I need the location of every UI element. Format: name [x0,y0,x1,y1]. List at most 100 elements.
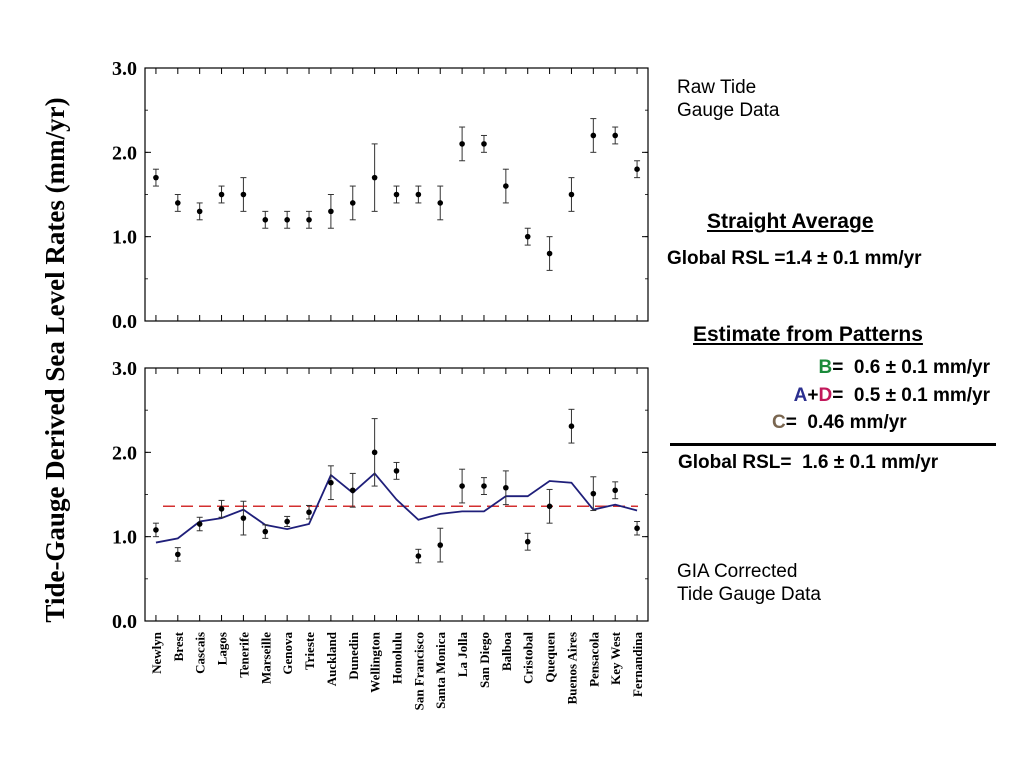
pattern-ad-eq: = [832,385,844,406]
bottom-ytick-label: 2.0 [112,442,137,464]
category-label: Honolulu [390,632,405,684]
bottom-data-point [328,479,334,486]
top-data-point [284,217,290,223]
gia-note-line1: GIA Corrected [677,561,798,582]
top-data-point [612,132,618,139]
gia-corrected-note: GIA Corrected Tide Gauge Data [677,560,821,606]
global-rsl-value: 1.4 ± 0.1 mm/yr [785,248,922,269]
bottom-data-point [437,542,444,548]
top-ytick-label: 0.0 [112,311,137,333]
top-data-point [349,200,356,206]
top-data-point [196,208,203,215]
bottom-data-point [240,515,247,521]
top-data-point [503,183,509,189]
pattern-b-row: B= 0.6 ± 0.1 mm/yr [818,357,990,379]
bottom-data-point [175,551,181,558]
global-rsl-label: Global RSL = [667,248,786,269]
top-data-point [371,174,378,181]
top-data-point [306,217,312,223]
pattern-b-letter: B [818,357,833,378]
bottom-data-point [415,553,422,559]
pattern-c-letter: C [772,412,786,433]
bottom-ytick-label: 3.0 [112,358,137,380]
bottom-ytick-label: 0.0 [112,611,137,633]
category-label: Cristobal [521,632,536,684]
category-label: Auckland [324,631,339,686]
bottom-data-point [546,503,553,510]
top-data-point [415,191,422,198]
bottom-data-point [306,509,312,516]
category-label: San Francisco [411,632,426,710]
bottom-panel: 0.0 1.0 2.0 3.0 [112,358,649,633]
top-data-point [262,217,269,223]
bottom-plot-frame [144,367,649,622]
category-label: Santa Monica [433,632,448,709]
category-label: Newlyn [149,631,164,674]
category-label: Quequen [543,631,558,682]
pattern-c-row: C= 0.46 mm/yr [772,412,907,434]
straight-average-heading: Straight Average [707,210,874,233]
bottom-data-point [218,506,225,512]
top-panel: 0.0 1.0 2.0 3.0 [112,58,649,333]
category-label: Tenerife [236,632,251,678]
bottom-data-point [262,528,269,535]
top-ytick-label: 2.0 [112,142,137,164]
sum-divider [670,443,996,446]
top-data-point [459,141,465,147]
pattern-global-value: 1.6 ± 0.1 mm/yr [802,452,939,473]
bottom-data-point [393,468,400,474]
pattern-plus: + [807,385,819,406]
bottom-data-point [153,527,159,533]
bottom-data-point [196,521,203,527]
raw-note-line1: Raw Tide [677,77,757,98]
top-data-point [546,250,553,257]
bottom-data-point [524,538,531,545]
top-data-point [218,191,225,198]
top-data-point [481,141,487,147]
category-label: Genova [280,632,295,675]
category-label: Cascais [193,632,208,674]
bottom-data-point [612,487,618,494]
pattern-global-label: Global RSL= [678,452,792,473]
pattern-b-eq: = [832,357,844,378]
bottom-data-point [634,525,640,532]
bottom-data-point [568,423,575,429]
category-label: Marseille [258,632,273,684]
category-label: San Diego [477,632,492,688]
category-label: Trieste [302,632,317,670]
bottom-data-point [590,490,597,497]
top-data-point [328,208,334,215]
bottom-data-point [459,483,465,489]
top-data-point [590,132,597,139]
pattern-c-eq: = [785,412,797,433]
category-label: Fernandina [630,632,645,698]
top-data-point [240,191,247,198]
category-label: Dunedin [346,631,361,679]
pattern-c-value: 0.46 mm/yr [807,412,907,433]
bottom-data-point [371,449,378,456]
top-data-point [153,174,159,181]
top-data-point [393,191,400,198]
top-data-point [568,191,575,198]
category-label: Key West [608,631,623,685]
pattern-ad-value: 0.5 ± 0.1 mm/yr [853,385,990,406]
raw-data-note: Raw Tide Gauge Data [677,76,779,122]
raw-note-line2: Gauge Data [677,100,780,121]
pattern-b-value: 0.6 ± 0.1 mm/yr [853,357,990,378]
top-data-point [524,233,531,240]
bottom-data-point [349,487,356,494]
y-axis-label: Tide-Gauge Derived Sea Level Rates (mm/y… [40,97,70,622]
gia-note-line2: Tide Gauge Data [677,584,821,605]
category-label: La Jolla [455,632,470,678]
bottom-ytick-label: 1.0 [112,527,137,549]
top-data-point [175,200,181,206]
straight-average-formula: Global RSL =1.4 ± 0.1 mm/yr [667,248,922,270]
category-label: Lagos [215,632,230,665]
category-label: Wellington [368,631,383,692]
bottom-data-point [284,518,290,525]
patterns-heading: Estimate from Patterns [693,323,923,346]
top-data-point [437,200,444,206]
top-ytick-label: 1.0 [112,227,137,249]
category-labels: Newlyn Brest Cascais Lagos Tenerife Marseille… [149,631,645,710]
